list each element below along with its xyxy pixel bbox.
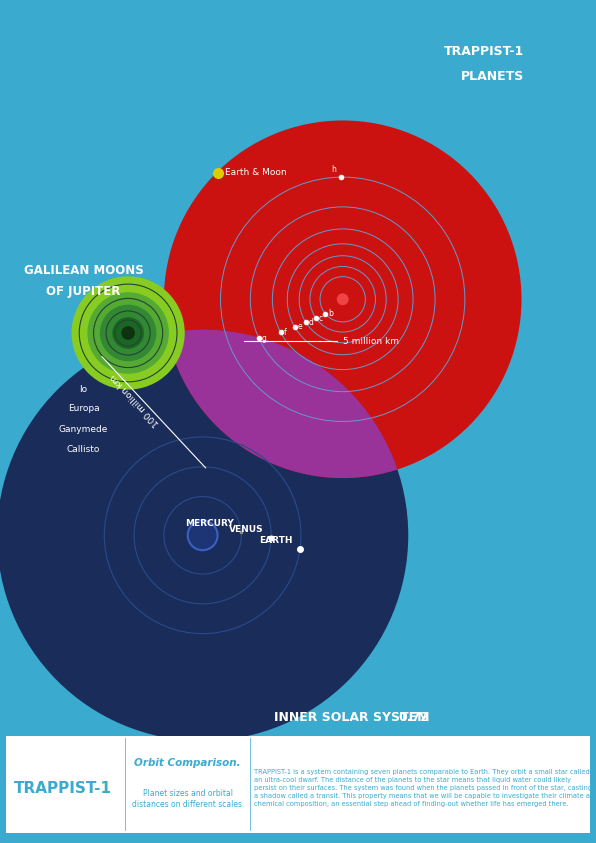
Text: MERCURY: MERCURY	[185, 519, 234, 528]
Text: GALILEAN MOONS: GALILEAN MOONS	[24, 264, 143, 277]
Text: f: f	[284, 328, 286, 337]
Ellipse shape	[88, 293, 169, 373]
Text: h: h	[331, 164, 336, 174]
Text: d: d	[309, 318, 313, 327]
Text: g: g	[262, 334, 267, 343]
Text: Callisto: Callisto	[67, 445, 100, 454]
Text: c: c	[319, 314, 323, 323]
Text: e: e	[297, 323, 302, 331]
Text: EARTH: EARTH	[259, 536, 293, 545]
Ellipse shape	[164, 121, 522, 478]
Text: TRAPPIST-1: TRAPPIST-1	[14, 781, 111, 796]
Text: 0.72: 0.72	[398, 711, 429, 724]
Ellipse shape	[0, 330, 408, 741]
Ellipse shape	[337, 293, 349, 305]
Ellipse shape	[0, 330, 408, 741]
Text: Europa: Europa	[67, 405, 100, 413]
Text: 100 million km: 100 million km	[109, 373, 162, 428]
Text: TRAPPIST-1 is a system containing seven planets comparable to Earth. They orbit : TRAPPIST-1 is a system containing seven …	[254, 769, 596, 808]
Text: Ganymede: Ganymede	[59, 425, 108, 433]
Text: INNER SOLAR SYSTEM: INNER SOLAR SYSTEM	[274, 711, 429, 724]
Text: 5 million km: 5 million km	[343, 337, 399, 346]
Ellipse shape	[122, 326, 135, 340]
Ellipse shape	[100, 304, 156, 362]
Ellipse shape	[72, 277, 185, 389]
Bar	[6, 736, 590, 833]
Text: OF JUPITER: OF JUPITER	[46, 285, 120, 298]
Text: TRAPPIST-1: TRAPPIST-1	[444, 45, 524, 58]
Text: Orbit Comparison.: Orbit Comparison.	[135, 758, 241, 768]
Text: VENUS: VENUS	[229, 525, 264, 534]
Text: b: b	[328, 309, 333, 319]
Text: Earth & Moon: Earth & Moon	[225, 169, 287, 177]
Ellipse shape	[112, 317, 144, 349]
Ellipse shape	[188, 520, 218, 550]
Text: PLANETS: PLANETS	[461, 70, 524, 83]
Text: Io: Io	[79, 385, 88, 394]
Text: Planet sizes and orbital
distances on different scales.: Planet sizes and orbital distances on di…	[132, 789, 244, 809]
